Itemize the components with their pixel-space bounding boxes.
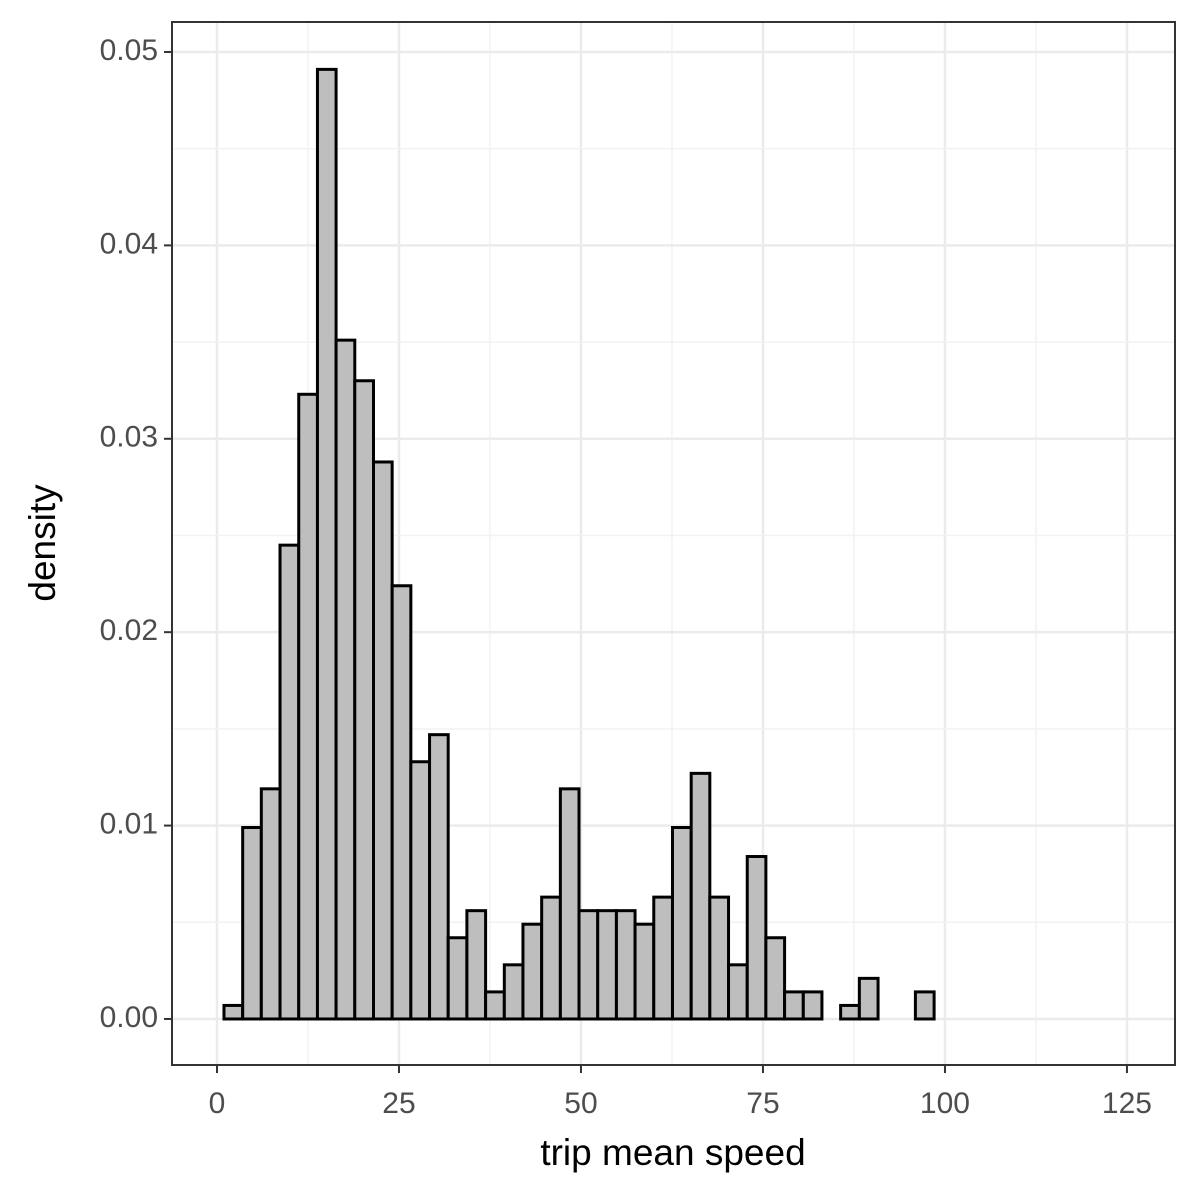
bar [241, 826, 263, 1021]
bar [222, 1003, 245, 1021]
x-tick-label: 50 [564, 1087, 597, 1120]
panel-border [171, 21, 1176, 1066]
bar [484, 990, 506, 1021]
y-tick-label: 0.02 [100, 614, 158, 647]
bar [428, 733, 450, 1021]
y-tick-label: 0.01 [100, 807, 158, 840]
bar [633, 922, 656, 1021]
bar [334, 338, 357, 1021]
bar [409, 760, 432, 1021]
x-tick-label: 75 [746, 1087, 779, 1120]
bar [558, 787, 581, 1021]
bar [652, 895, 674, 1021]
bar [446, 936, 469, 1021]
bar [727, 963, 749, 1021]
bar [353, 379, 376, 1021]
x-tick-label: 25 [382, 1087, 415, 1120]
bar [259, 787, 282, 1021]
bar [614, 909, 637, 1021]
x-tick-label: 125 [1102, 1087, 1152, 1120]
bar [670, 826, 693, 1021]
x-tick-label: 100 [920, 1087, 970, 1120]
bar [689, 771, 712, 1021]
bar [913, 990, 936, 1021]
bar [521, 922, 544, 1021]
y-tick-label: 0.04 [100, 227, 158, 260]
bar [764, 936, 787, 1021]
x-axis-title: trip mean speed [540, 1132, 805, 1173]
bar [577, 909, 600, 1021]
bars [222, 67, 936, 1021]
bar [783, 990, 805, 1021]
bar [390, 584, 413, 1021]
y-tick-label: 0.03 [100, 421, 158, 454]
bar [801, 990, 824, 1021]
bar [297, 392, 319, 1021]
bar [278, 543, 301, 1021]
y-tick-label: 0.05 [100, 34, 158, 67]
bar [857, 976, 880, 1021]
x-tick-label: 0 [209, 1087, 226, 1120]
bar [502, 963, 525, 1021]
bar [596, 909, 618, 1021]
grid [172, 22, 1175, 1065]
bar [745, 855, 768, 1021]
y-axis-title: density [22, 484, 63, 602]
bar [372, 460, 394, 1021]
bar [315, 67, 338, 1021]
y-tick-label: 0.00 [100, 1001, 158, 1034]
bar [540, 895, 562, 1021]
bar [839, 1003, 861, 1021]
bar [708, 895, 731, 1021]
bar [465, 909, 488, 1021]
